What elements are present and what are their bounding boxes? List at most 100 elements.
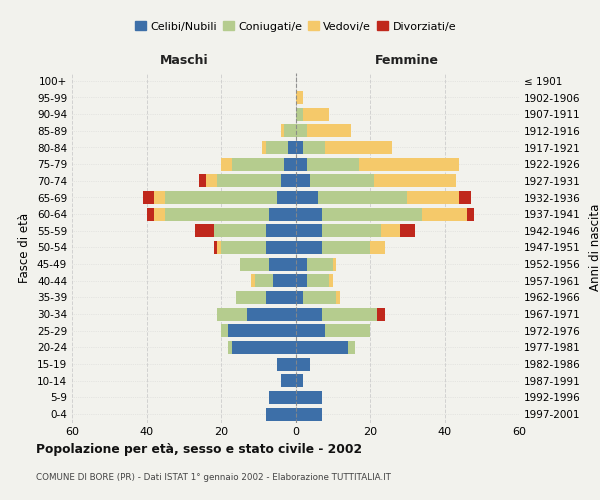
Bar <box>269 391 296 404</box>
Bar <box>214 224 266 237</box>
Bar <box>296 208 322 220</box>
Bar <box>303 108 329 120</box>
Bar <box>239 258 269 270</box>
Bar <box>322 308 377 320</box>
Bar <box>266 291 296 304</box>
Bar <box>296 391 322 404</box>
Text: Maschi: Maschi <box>160 54 208 68</box>
Bar <box>374 174 455 188</box>
Bar <box>281 174 296 188</box>
Bar <box>296 408 322 420</box>
Bar <box>337 291 340 304</box>
Bar <box>467 208 475 220</box>
Text: COMUNE DI BORE (PR) - Dati ISTAT 1° gennaio 2002 - Elaborazione TUTTITALIA.IT: COMUNE DI BORE (PR) - Dati ISTAT 1° genn… <box>36 472 391 482</box>
Bar <box>266 408 296 420</box>
Bar <box>322 241 370 254</box>
Bar <box>221 324 229 338</box>
Bar <box>251 274 254 287</box>
Bar <box>333 258 337 270</box>
Bar <box>206 174 217 188</box>
Bar <box>232 341 296 354</box>
Bar <box>154 208 165 220</box>
Bar <box>310 174 374 188</box>
Bar <box>296 374 303 388</box>
Bar <box>296 124 307 138</box>
Bar <box>303 141 325 154</box>
Bar <box>377 308 385 320</box>
Bar <box>229 324 296 338</box>
Bar <box>269 258 296 270</box>
Bar <box>266 224 296 237</box>
Bar <box>284 124 296 138</box>
Bar <box>422 208 467 220</box>
Bar <box>217 308 247 320</box>
Bar <box>247 308 296 320</box>
Bar <box>381 224 400 237</box>
Bar <box>347 341 355 354</box>
Bar <box>146 208 154 220</box>
Bar <box>322 208 422 220</box>
Bar <box>318 191 407 204</box>
Bar <box>221 158 232 170</box>
Bar <box>296 108 303 120</box>
Bar <box>296 91 303 104</box>
Bar <box>400 224 415 237</box>
Bar <box>296 241 322 254</box>
Bar <box>370 241 385 254</box>
Bar <box>359 158 460 170</box>
Bar <box>154 191 165 204</box>
Bar <box>296 324 325 338</box>
Bar <box>165 208 269 220</box>
Bar <box>277 358 296 370</box>
Bar <box>307 124 352 138</box>
Bar <box>229 341 232 354</box>
Bar <box>288 141 296 154</box>
Bar <box>165 191 277 204</box>
Bar <box>329 274 333 287</box>
Bar <box>143 191 154 204</box>
Bar <box>296 224 322 237</box>
Bar <box>284 158 296 170</box>
Bar <box>217 241 221 254</box>
Bar <box>296 341 347 354</box>
Bar <box>325 141 392 154</box>
Bar <box>266 141 288 154</box>
Bar <box>307 274 329 287</box>
Bar <box>303 291 337 304</box>
Y-axis label: Anni di nascita: Anni di nascita <box>589 204 600 291</box>
Bar <box>460 191 470 204</box>
Bar <box>296 141 303 154</box>
Bar <box>407 191 460 204</box>
Y-axis label: Fasce di età: Fasce di età <box>19 212 31 282</box>
Bar <box>322 224 381 237</box>
Bar <box>262 141 266 154</box>
Bar <box>232 158 284 170</box>
Bar <box>296 258 307 270</box>
Bar <box>307 158 359 170</box>
Bar <box>269 208 296 220</box>
Bar <box>254 274 273 287</box>
Bar <box>221 241 266 254</box>
Bar <box>273 274 296 287</box>
Bar <box>217 174 281 188</box>
Bar <box>296 358 310 370</box>
Bar <box>296 291 303 304</box>
Bar <box>281 374 296 388</box>
Bar <box>296 158 307 170</box>
Bar <box>325 324 370 338</box>
Bar <box>277 191 296 204</box>
Bar <box>296 191 318 204</box>
Bar <box>214 241 217 254</box>
Bar <box>296 174 310 188</box>
Bar <box>236 291 266 304</box>
Text: Popolazione per età, sesso e stato civile - 2002: Popolazione per età, sesso e stato civil… <box>36 442 362 456</box>
Bar <box>195 224 214 237</box>
Bar <box>281 124 284 138</box>
Bar <box>296 274 307 287</box>
Bar <box>199 174 206 188</box>
Bar <box>296 308 322 320</box>
Bar <box>266 241 296 254</box>
Text: Femmine: Femmine <box>375 54 439 68</box>
Legend: Celibi/Nubili, Coniugati/e, Vedovi/e, Divorziati/e: Celibi/Nubili, Coniugati/e, Vedovi/e, Di… <box>131 17 460 36</box>
Bar <box>307 258 333 270</box>
